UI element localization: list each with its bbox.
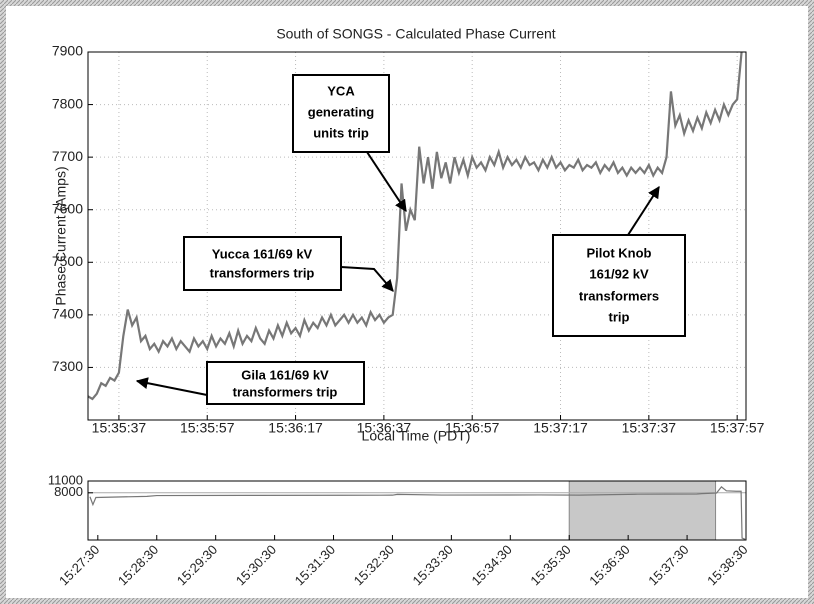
arrow (627, 185, 660, 236)
x-tick-label: 15:37:37 (622, 420, 677, 436)
x-tick-label: 15:35:57 (180, 420, 235, 436)
annotation-box (552, 234, 686, 337)
y-tick-label: 7700 (52, 148, 83, 164)
annotation-line: transformers trip (210, 265, 315, 280)
axes-box (87, 51, 747, 421)
data-line (89, 486, 746, 540)
annotation-line: Pilot Knob (587, 245, 652, 260)
annotation-box (183, 236, 342, 291)
annotation-line: transformers trip (233, 384, 338, 399)
y-tick-label: 7900 (52, 43, 83, 59)
arrow (135, 377, 208, 396)
annotation-line: transformers (579, 288, 659, 303)
axes-box (87, 480, 747, 541)
y-tick-label: 7500 (52, 253, 83, 269)
zoom-window (568, 480, 717, 541)
x-tick-label: 15:37:57 (710, 420, 765, 436)
arrow (340, 266, 394, 292)
y-tick-label: 7800 (52, 95, 83, 111)
y-tick-label: 7600 (52, 200, 83, 216)
annotation-line: 161/92 kV (589, 266, 649, 281)
x-tick-label: 15:35:37 (92, 420, 147, 436)
y-tick-label: 11000 (48, 472, 83, 487)
annotation-line: Yucca 161/69 kV (212, 246, 313, 261)
x-tick-label: 15:36:37 (357, 420, 412, 436)
x-tick-label: 15:36:57 (445, 420, 500, 436)
data-line (88, 52, 743, 401)
y-tick-label: 7400 (52, 306, 83, 322)
y-tick-label: 7300 (52, 358, 83, 374)
x-tick-label: 15:37:17 (533, 420, 588, 436)
annotations: Gila 161/69 kV transformers trip Yucca 1… (135, 74, 686, 405)
chart-title: South of SONGS - Calculated Phase Curren… (276, 26, 555, 42)
annotation-line: YCA (327, 83, 355, 98)
arrow (366, 151, 407, 213)
annotation-box (292, 74, 390, 153)
y-tick-label: 8000 (54, 484, 83, 499)
annotation-line: units trip (313, 125, 369, 140)
y-axis-label: Phase Current (Amps) (53, 166, 69, 305)
x-tick-label: 15:36:17 (268, 420, 323, 436)
annotation-line: Gila 161/69 kV (241, 367, 329, 382)
x-axis-label: Local Time (PDT) (362, 428, 471, 444)
annotation-line: generating (308, 104, 375, 119)
annotation-box (206, 361, 365, 405)
annotation-line: trip (609, 309, 630, 324)
